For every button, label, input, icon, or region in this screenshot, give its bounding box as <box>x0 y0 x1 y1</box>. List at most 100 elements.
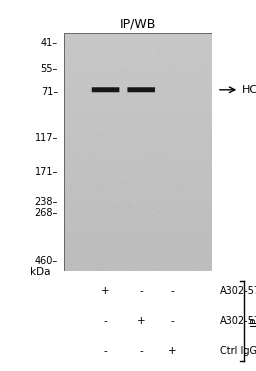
Bar <box>64 122 212 123</box>
Bar <box>64 196 212 197</box>
Bar <box>64 84 212 85</box>
Bar <box>64 99 212 100</box>
Bar <box>64 252 212 253</box>
Text: +: + <box>101 286 110 296</box>
Bar <box>64 133 212 134</box>
Bar <box>64 229 212 230</box>
Bar <box>64 40 212 41</box>
Bar <box>64 168 212 169</box>
Bar <box>64 105 212 106</box>
Bar <box>64 192 212 193</box>
Bar <box>64 35 212 36</box>
Bar <box>64 46 212 47</box>
Text: 238–: 238– <box>35 197 58 207</box>
Text: +: + <box>168 346 177 356</box>
Bar <box>64 73 212 74</box>
Bar <box>64 108 212 109</box>
Bar <box>64 148 212 149</box>
Bar <box>64 149 212 150</box>
Bar <box>64 65 212 66</box>
Bar <box>64 155 212 156</box>
Bar <box>64 78 212 79</box>
Bar <box>64 269 212 270</box>
Text: -: - <box>104 316 108 326</box>
Bar <box>64 33 212 34</box>
Bar <box>64 241 212 242</box>
Bar <box>64 121 212 122</box>
Bar <box>64 203 212 204</box>
Bar <box>64 152 212 153</box>
Text: 460–: 460– <box>35 256 58 266</box>
Bar <box>64 197 212 198</box>
Text: kDa: kDa <box>30 267 50 277</box>
FancyBboxPatch shape <box>92 87 119 92</box>
Bar <box>64 176 212 177</box>
Bar <box>64 44 212 45</box>
Bar <box>64 77 212 78</box>
Bar <box>64 190 212 191</box>
Bar <box>64 195 212 196</box>
Bar <box>64 64 212 65</box>
Bar <box>64 89 212 91</box>
Bar <box>64 242 212 243</box>
Bar <box>64 214 212 215</box>
Bar <box>64 136 212 137</box>
Bar <box>64 157 212 158</box>
Bar <box>64 153 212 154</box>
Bar <box>64 117 212 118</box>
Bar <box>64 146 212 147</box>
Bar <box>64 109 212 110</box>
Bar <box>64 83 212 84</box>
Bar <box>64 181 212 182</box>
Bar <box>64 103 212 104</box>
Text: 171–: 171– <box>35 167 58 177</box>
Text: -: - <box>104 346 108 356</box>
Bar <box>64 129 212 130</box>
Bar <box>64 82 212 83</box>
Bar <box>64 265 212 266</box>
Bar <box>64 79 212 80</box>
Bar <box>64 150 212 151</box>
Bar <box>64 100 212 101</box>
Bar <box>64 246 212 247</box>
Bar <box>64 60 212 61</box>
Bar <box>64 189 212 190</box>
Bar <box>64 104 212 105</box>
Bar <box>64 244 212 245</box>
Text: -: - <box>139 286 143 296</box>
Bar <box>64 80 212 81</box>
Text: A302-574A: A302-574A <box>220 286 256 296</box>
Bar <box>64 248 212 249</box>
Bar <box>64 147 212 148</box>
Bar <box>64 118 212 119</box>
Bar <box>64 187 212 188</box>
Bar <box>64 236 212 237</box>
Bar <box>64 234 212 235</box>
Bar <box>64 126 212 127</box>
Bar <box>64 182 212 183</box>
Text: 41–: 41– <box>41 38 58 48</box>
Bar <box>64 69 212 70</box>
Bar <box>64 114 212 115</box>
Bar <box>64 224 212 225</box>
Bar <box>64 139 212 140</box>
Bar <box>64 151 212 152</box>
Bar <box>64 177 212 178</box>
Bar <box>64 211 212 212</box>
Bar <box>64 222 212 223</box>
Bar <box>64 137 212 138</box>
Bar <box>64 38 212 39</box>
Text: +: + <box>137 316 145 326</box>
Bar <box>64 178 212 179</box>
Bar <box>64 141 212 142</box>
Bar <box>64 243 212 244</box>
Bar <box>64 231 212 232</box>
Bar <box>64 208 212 209</box>
Bar <box>64 191 212 192</box>
Bar <box>64 112 212 113</box>
Bar <box>64 56 212 57</box>
Text: HCA66: HCA66 <box>242 85 256 95</box>
Bar <box>64 218 212 219</box>
Bar <box>64 266 212 267</box>
Bar <box>64 54 212 55</box>
